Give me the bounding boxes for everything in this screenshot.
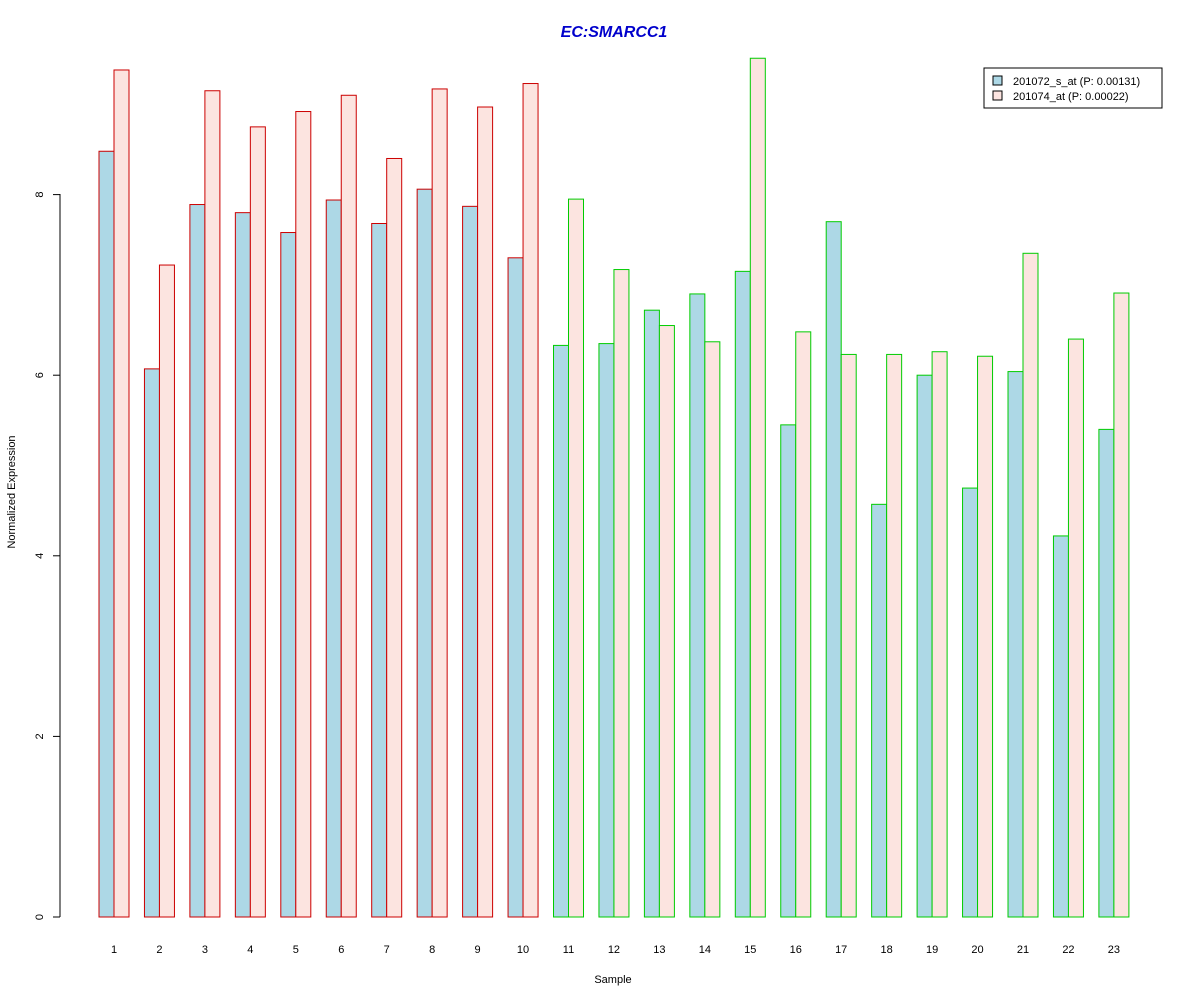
y-tick-label: 8 bbox=[34, 192, 46, 198]
bar-sample-11-series-2 bbox=[568, 198, 584, 918]
x-tick-label: 15 bbox=[744, 944, 756, 956]
bar-sample-22-series-1 bbox=[1052, 535, 1069, 918]
bar-sample-23-series-2 bbox=[1113, 292, 1130, 918]
bar-sample-8-series-1 bbox=[416, 188, 433, 918]
x-tick-label: 10 bbox=[517, 944, 529, 956]
x-tick-label: 8 bbox=[429, 944, 435, 956]
bar-sample-7-series-1 bbox=[371, 222, 388, 918]
x-tick-label: 1 bbox=[111, 944, 117, 956]
bar-sample-10-series-2 bbox=[522, 83, 539, 918]
bar-sample-13-series-2 bbox=[658, 325, 675, 918]
x-tick-label: 23 bbox=[1108, 944, 1120, 956]
bar-sample-17-series-2 bbox=[840, 353, 857, 918]
bar-sample-8-series-2 bbox=[431, 88, 448, 918]
legend-box bbox=[983, 67, 1163, 109]
bar-sample-2-series-2 bbox=[158, 264, 175, 918]
x-tick-label: 7 bbox=[384, 944, 390, 956]
y-tick-label: 2 bbox=[34, 733, 46, 739]
y-axis-label: Normalized Expression bbox=[6, 435, 18, 548]
legend-swatch bbox=[992, 90, 1003, 101]
bar-sample-1-series-2 bbox=[113, 69, 130, 918]
x-tick-label: 16 bbox=[790, 944, 802, 956]
x-tick-label: 17 bbox=[835, 944, 847, 956]
legend-label: 201072_s_at (P: 0.00131) bbox=[1013, 76, 1140, 88]
bar-sample-9-series-2 bbox=[477, 106, 494, 918]
bar-sample-20-series-2 bbox=[977, 355, 994, 918]
x-tick-label: 18 bbox=[881, 944, 893, 956]
bar-sample-18-series-2 bbox=[886, 353, 903, 918]
y-tick-label: 4 bbox=[34, 553, 46, 559]
bar-sample-3-series-1 bbox=[189, 204, 206, 918]
x-tick-label: 12 bbox=[608, 944, 620, 956]
bar-sample-15-series-2 bbox=[749, 57, 766, 918]
y-tick-label: 0 bbox=[34, 914, 46, 920]
bar-sample-17-series-1 bbox=[825, 221, 842, 918]
bar-sample-4-series-1 bbox=[234, 212, 251, 918]
bar-sample-19-series-2 bbox=[931, 351, 948, 918]
x-tick-label: 2 bbox=[156, 944, 162, 956]
y-tick-label: 6 bbox=[34, 372, 46, 378]
chart-title: EC:SMARCC1 bbox=[561, 24, 668, 41]
x-tick-label: 21 bbox=[1017, 944, 1029, 956]
x-tick-label: 19 bbox=[926, 944, 938, 956]
bar-sample-4-series-2 bbox=[249, 126, 266, 918]
x-tick-labels: 1 2 3 4 5 6 7 8 9 10 11 12 13 14 15 16 17 18 19 20 21 22 23 bbox=[111, 944, 1120, 956]
bar-sample-5-series-1 bbox=[280, 232, 297, 918]
bar-sample-7-series-2 bbox=[386, 157, 403, 918]
bar-sample-9-series-1 bbox=[462, 205, 479, 918]
x-tick-label: 13 bbox=[653, 944, 665, 956]
bar-sample-20-series-1 bbox=[962, 487, 979, 918]
bar-sample-11-series-1 bbox=[553, 344, 569, 918]
bar-sample-16-series-1 bbox=[780, 424, 797, 918]
bar-sample-1-series-1 bbox=[98, 150, 115, 918]
legend-label: 201074_at (P: 0.00022) bbox=[1013, 91, 1129, 103]
bar-sample-2-series-1 bbox=[143, 368, 160, 918]
bar-sample-16-series-2 bbox=[795, 331, 812, 918]
x-tick-label: 22 bbox=[1062, 944, 1074, 956]
bar-sample-10-series-1 bbox=[507, 257, 524, 918]
bar-sample-23-series-1 bbox=[1098, 428, 1115, 918]
bars-group bbox=[98, 57, 1130, 918]
bar-sample-13-series-1 bbox=[643, 309, 660, 918]
bar-sample-6-series-2 bbox=[340, 94, 357, 918]
legend-swatch bbox=[992, 75, 1003, 86]
x-tick-label: 14 bbox=[699, 944, 711, 956]
bar-sample-14-series-1 bbox=[689, 293, 706, 918]
legend: 201072_s_at (P: 0.00131) 201074_at (P: 0… bbox=[983, 67, 1163, 109]
bar-sample-12-series-2 bbox=[613, 269, 630, 918]
bar-sample-18-series-1 bbox=[871, 503, 888, 918]
x-tick-label: 4 bbox=[247, 944, 253, 956]
bar-sample-21-series-1 bbox=[1007, 371, 1024, 918]
x-tick-label: 6 bbox=[338, 944, 344, 956]
bar-sample-6-series-1 bbox=[325, 199, 342, 918]
y-axis: 0 2 4 6 8 bbox=[34, 192, 61, 920]
bar-sample-15-series-1 bbox=[734, 270, 751, 918]
bar-sample-14-series-2 bbox=[704, 341, 721, 918]
bar-sample-22-series-2 bbox=[1067, 338, 1084, 918]
x-axis-label: Sample bbox=[594, 974, 631, 986]
bar-sample-3-series-2 bbox=[204, 90, 221, 918]
x-tick-label: 11 bbox=[563, 944, 574, 956]
bar-sample-19-series-1 bbox=[916, 374, 933, 918]
x-tick-label: 20 bbox=[971, 944, 983, 956]
bar-sample-5-series-2 bbox=[295, 111, 312, 918]
bar-sample-21-series-2 bbox=[1022, 252, 1039, 918]
bar-sample-12-series-1 bbox=[598, 343, 615, 918]
x-tick-label: 3 bbox=[202, 944, 208, 956]
x-tick-label: 9 bbox=[475, 944, 481, 956]
x-tick-label: 5 bbox=[293, 944, 299, 956]
